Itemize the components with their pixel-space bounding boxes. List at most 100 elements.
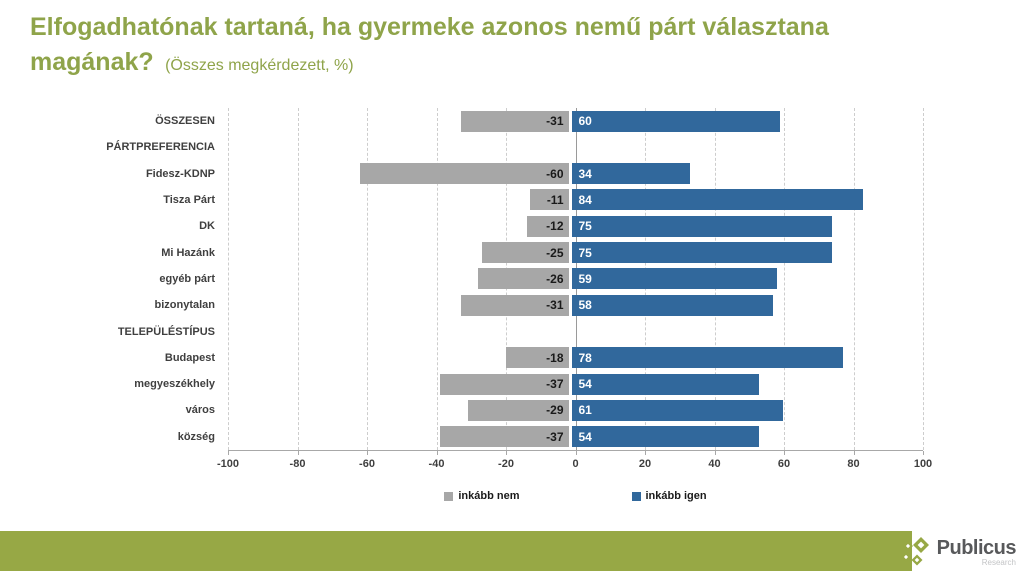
gridline: [784, 108, 785, 450]
bar-positive: 75: [571, 242, 833, 264]
chart-row: Fidesz-KDNP -60 34: [0, 161, 1024, 187]
footer-bar: [0, 531, 912, 571]
bar-value-label: -18: [546, 350, 564, 365]
bar-positive: 59: [571, 268, 777, 290]
bar-positive: 78: [571, 347, 843, 369]
axis-tick: [923, 451, 924, 455]
x-axis-tick-label: -100: [216, 458, 240, 470]
row-plot: -11 84: [222, 187, 917, 213]
publicus-logo: Publicus Research: [899, 534, 1017, 570]
bar-value-label: 54: [578, 377, 592, 392]
chart-row: ÖSSZESEN -31 60: [0, 108, 1024, 134]
bar-positive: 61: [571, 399, 784, 421]
brand-subtitle: Research: [981, 557, 1016, 567]
axis-tick: [506, 451, 507, 455]
x-axis-tick-labels: -100 -80 -60 -40 -20 0 20 40 60 80 100: [217, 458, 932, 472]
bar-value-label: 75: [578, 219, 592, 234]
brand-name: Publicus: [936, 536, 1017, 559]
bar-value-label: 78: [578, 350, 592, 365]
section-header-label: PÁRTPREFERENCIA: [106, 141, 215, 154]
chart-row: DK -12 75: [0, 213, 1024, 239]
x-axis-tick-label: 80: [847, 458, 860, 470]
title-subtitle: (Összes megkérdezett, %): [165, 56, 354, 74]
x-axis-tick-label: 40: [708, 458, 721, 470]
title-text: Elfogadhatónak tartaná, ha gyermeke azon…: [30, 13, 829, 76]
bar-positive: 54: [571, 426, 760, 448]
axis-tick: [784, 451, 785, 455]
bar-positive: 84: [571, 189, 864, 211]
gridline: [367, 108, 368, 450]
x-axis-tick-label: 20: [638, 458, 652, 470]
section-header-label: TELEPÜLÉSTÍPUS: [117, 325, 215, 338]
category-label: Fidesz-KDNP: [145, 167, 215, 180]
axis-tick: [367, 451, 368, 455]
bar-negative: -31: [460, 110, 569, 132]
row-plot: -31 60: [222, 108, 917, 134]
bar-value-label: -25: [546, 245, 564, 260]
category-label: DK: [199, 220, 215, 233]
category-label: bizonytalan: [154, 299, 215, 312]
chart-row: bizonytalan -31 58: [0, 292, 1024, 318]
category-label: Mi Hazánk: [161, 246, 215, 259]
chart-rows: ÖSSZESEN -31 60 PÁRTPREFERENCIA Fidesz-KDNP -…: [0, 108, 1024, 450]
page-title: Elfogadhatónak tartaná, ha gyermeke azon…: [30, 10, 940, 79]
category-label: megyeszékhely: [134, 378, 215, 391]
gridline: [228, 108, 229, 450]
legend-item: inkább nem: [444, 490, 520, 502]
axis-tick: [645, 451, 646, 455]
legend-label: inkább nem: [458, 490, 520, 502]
category-label: község: [177, 430, 215, 443]
axis-tick: [853, 451, 855, 455]
bar-positive: 60: [571, 110, 780, 132]
bar-value-label: 59: [578, 271, 592, 286]
row-plot: -37 54: [222, 424, 917, 450]
category-label: ÖSSZESEN: [155, 115, 215, 128]
bar-negative: -60: [360, 163, 569, 185]
category-label: egyéb párt: [159, 272, 215, 285]
bar-value-label: 60: [578, 114, 592, 129]
x-axis-tick-label: -40: [428, 458, 445, 470]
legend: inkább nem inkább igen: [228, 490, 923, 502]
x-axis-line: [228, 450, 924, 456]
bar-value-label: -60: [546, 166, 564, 181]
chart-row: Mi Hazánk -25 75: [0, 239, 1024, 265]
bar-positive: 58: [571, 294, 774, 316]
axis-tick: [297, 451, 299, 455]
x-axis-tick-label: 100: [913, 458, 933, 470]
brand-text: Publicus Research: [936, 536, 1017, 567]
chart-row: Tisza Párt -11 84: [0, 187, 1024, 213]
bar-positive: 54: [571, 373, 760, 395]
row-plot: -26 59: [222, 266, 917, 292]
category-label: Budapest: [164, 351, 215, 364]
bar-value-label: 54: [578, 429, 592, 444]
axis-tick: [228, 451, 229, 455]
legend-swatch: [631, 491, 641, 501]
gridline: [853, 108, 855, 450]
row-plot: [222, 318, 917, 344]
legend-item: inkább igen: [631, 490, 707, 502]
chart-row: Budapest -18 78: [0, 345, 1024, 371]
bar-positive: 75: [571, 215, 833, 237]
bar-value-label: -37: [546, 377, 564, 392]
bar-negative: -29: [467, 399, 569, 421]
publicus-logo-icon: [900, 537, 929, 566]
bar-negative: -31: [460, 294, 569, 316]
bar-value-label: -31: [546, 298, 564, 313]
category-label: város: [185, 404, 215, 417]
chart-row: megyeszékhely -37 54: [0, 371, 1024, 397]
axis-tick: [575, 451, 577, 455]
chart-row: város -29 61: [0, 397, 1024, 423]
chart-row: PÁRTPREFERENCIA: [0, 134, 1024, 160]
bar-negative: -18: [505, 347, 569, 369]
bar-value-label: -31: [546, 114, 564, 129]
x-axis-tick-label: 60: [777, 458, 791, 470]
bar-value-label: 34: [578, 166, 592, 181]
row-plot: -18 78: [222, 345, 917, 371]
row-plot: -37 54: [222, 371, 917, 397]
x-axis-tick-label: -80: [289, 458, 306, 470]
bar-value-label: 61: [578, 403, 592, 418]
bar-value-label: 75: [578, 245, 592, 260]
bar-value-label: -26: [546, 271, 564, 286]
bar-value-label: 84: [578, 192, 592, 207]
